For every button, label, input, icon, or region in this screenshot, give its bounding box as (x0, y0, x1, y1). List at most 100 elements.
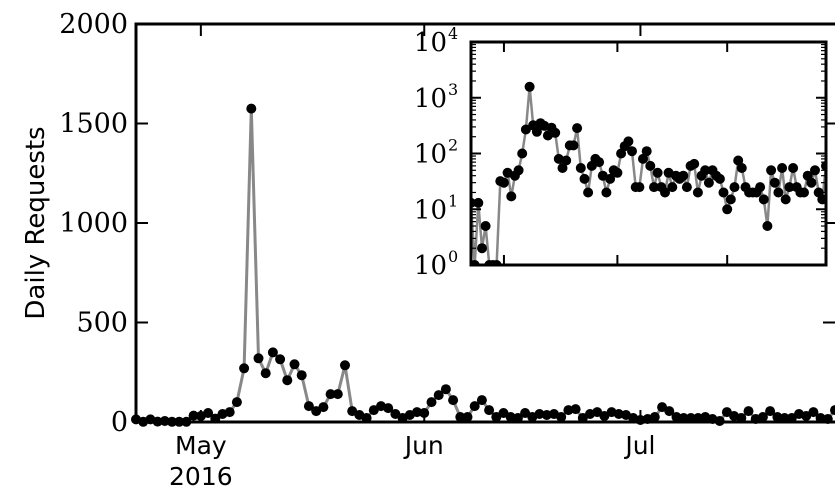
data-point (440, 384, 451, 395)
data-point (743, 406, 754, 417)
x-tick-label: Jul (623, 431, 655, 460)
inset-data-point (572, 123, 583, 134)
y-tick-label: 0 (111, 407, 128, 438)
inset-data-point (758, 194, 769, 205)
data-point (765, 406, 776, 417)
inset-y-tick-label: 10 (414, 195, 447, 225)
inset-data-point (692, 187, 703, 198)
x-tick-sublabel: 2016 (169, 462, 233, 491)
inset-data-point (649, 182, 659, 193)
data-point (534, 409, 545, 419)
inset-data-point (583, 187, 594, 198)
inset-data-point (729, 182, 740, 193)
inset-data-point (660, 187, 670, 198)
inset-data-point (755, 182, 766, 193)
inset-data-point (667, 182, 678, 193)
inset-data-point (634, 182, 645, 193)
data-point (203, 408, 214, 418)
inset-data-point (601, 187, 612, 198)
inset-data-point (579, 173, 590, 184)
data-point (275, 354, 286, 365)
inset-data-point (733, 155, 744, 166)
data-point (462, 412, 473, 422)
data-point (239, 363, 250, 374)
inset-y-tick-exponent: 3 (448, 80, 458, 99)
inset-data-point (780, 194, 791, 205)
data-point (267, 347, 278, 358)
inset-data-point (524, 81, 535, 92)
data-point (296, 370, 307, 381)
data-point (282, 375, 293, 386)
data-point (224, 407, 235, 418)
inset-data-point (627, 146, 637, 157)
y-tick-label: 1500 (59, 109, 128, 140)
inset-y-tick-label: 10 (414, 28, 447, 58)
inset-data-point (557, 163, 568, 173)
inset-data-point (718, 187, 729, 198)
inset-data-point (810, 165, 820, 176)
inset-data-point (550, 127, 561, 138)
inset-data-point (477, 243, 487, 254)
data-point (332, 389, 343, 400)
data-point (556, 412, 567, 422)
data-point (426, 397, 437, 408)
inset-y-tick-label: 10 (414, 84, 447, 114)
data-point (318, 402, 329, 413)
data-point (246, 103, 257, 114)
data-point (664, 406, 675, 417)
data-point (484, 405, 495, 416)
inset-data-point (641, 146, 652, 157)
y-tick-label: 500 (76, 308, 128, 339)
inset-y-tick-exponent: 4 (448, 24, 458, 43)
inset-data-point (762, 221, 773, 231)
inset-data-point (594, 157, 605, 168)
data-point (455, 412, 466, 422)
data-point (433, 390, 444, 401)
inset-data-point (817, 194, 826, 205)
y-tick-label: 1000 (59, 208, 128, 239)
y-tick-label: 2000 (59, 9, 128, 40)
data-point (649, 412, 660, 422)
inset-data-point (575, 163, 586, 173)
inset-data-point (700, 165, 711, 176)
data-point (383, 403, 394, 414)
data-point (476, 395, 487, 406)
inset-data-point (777, 163, 788, 173)
data-point (325, 389, 336, 400)
inset-data-point (517, 148, 528, 159)
inset-data-point (498, 177, 509, 188)
data-point (253, 353, 264, 364)
inset-data-point (652, 167, 663, 178)
inset-y-tick-exponent: 2 (448, 136, 458, 155)
inset-data-point (799, 187, 809, 198)
inset-data (471, 81, 826, 265)
data-point (830, 405, 835, 416)
data-point (260, 368, 271, 379)
inset-y-tick-exponent: 1 (448, 191, 458, 210)
inset-data-point (473, 197, 484, 208)
data-point (757, 412, 768, 422)
x-tick-label: Jun (403, 431, 444, 460)
inset-data-point (703, 177, 714, 188)
inset-data-point (480, 221, 491, 231)
inset-data-point (531, 126, 542, 137)
inset-data-point (513, 165, 524, 176)
inset-data-point (561, 155, 572, 166)
inset-data-point (714, 173, 725, 184)
data-point (448, 395, 459, 406)
inset-data-point (725, 194, 736, 205)
inset-data-point (645, 160, 656, 171)
inset-data-point (506, 191, 517, 202)
inset-data-point (689, 158, 700, 169)
inset-data-point (769, 177, 780, 188)
inset-data-point (520, 124, 531, 135)
inset-y-tick-label: 10 (414, 251, 447, 281)
data-point (808, 407, 819, 418)
inset-data-point (568, 140, 579, 151)
inset-data-point (678, 170, 689, 181)
data-point (303, 401, 314, 412)
data-point (340, 360, 350, 371)
